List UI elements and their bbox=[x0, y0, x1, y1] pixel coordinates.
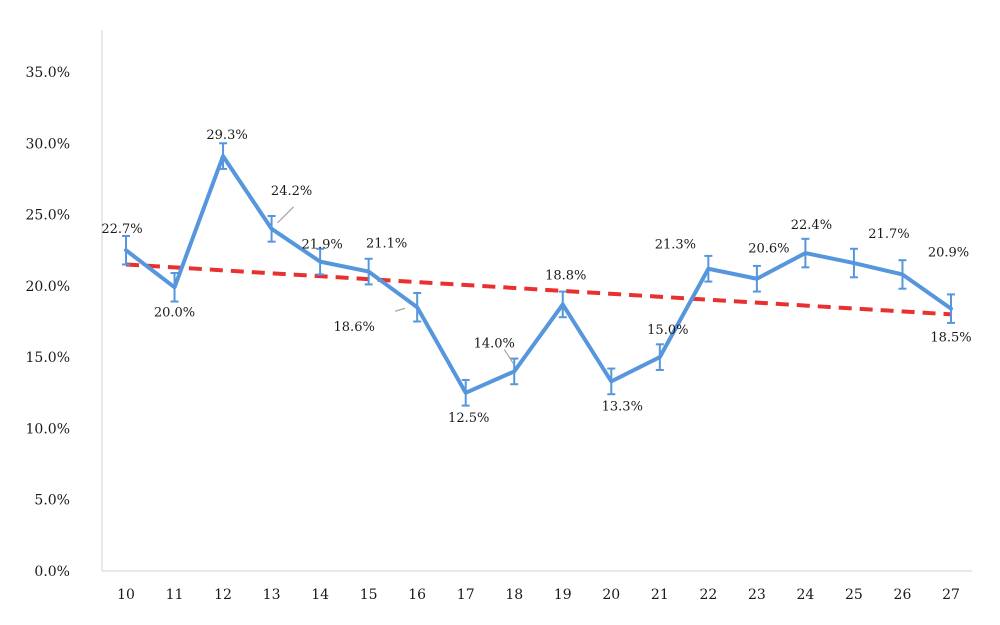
trendline-dashed bbox=[125, 262, 952, 317]
x-tick-label: 19 bbox=[554, 587, 572, 603]
x-axis: 10 11 12 13 14 15 16 17 18 19 20 21 22 23 24 25 26 27 bbox=[102, 570, 972, 603]
data-label-leader bbox=[503, 349, 514, 364]
x-tick-label: 21 bbox=[651, 587, 669, 603]
y-axis: 0.0% 5.0% 10.0% 15.0% 20.0% 25.0% 30.0% 35.0% bbox=[26, 30, 103, 580]
series-group bbox=[122, 142, 955, 407]
error-bar bbox=[704, 254, 713, 283]
data-label: 20.6% bbox=[748, 242, 789, 257]
data-label-leader bbox=[395, 307, 406, 312]
y-tick-label: 20.0% bbox=[26, 279, 70, 295]
x-tick-label: 23 bbox=[748, 587, 766, 603]
x-tick-label: 25 bbox=[845, 587, 863, 603]
error-bar bbox=[316, 247, 325, 276]
error-bar bbox=[752, 264, 761, 293]
error-bar bbox=[219, 142, 228, 170]
error-bar bbox=[461, 378, 470, 407]
data-label: 22.4% bbox=[791, 218, 832, 233]
y-tick-label: 35.0% bbox=[26, 65, 70, 81]
x-tick-label: 18 bbox=[505, 587, 523, 603]
x-tick-label: 13 bbox=[263, 587, 281, 603]
x-tick-label: 27 bbox=[942, 587, 960, 603]
y-tick-label: 10.0% bbox=[26, 421, 70, 437]
x-tick-label: 16 bbox=[408, 587, 426, 603]
data-label: 13.3% bbox=[602, 399, 643, 414]
x-tick-label: 20 bbox=[602, 587, 620, 603]
x-tick-label: 26 bbox=[894, 587, 912, 603]
error-bar bbox=[898, 259, 907, 290]
error-bar bbox=[413, 291, 422, 323]
data-labels: 22.7% 20.0% 29.3% 24.2% 21.9% 21.1% 18.6% 12.5%… bbox=[101, 128, 971, 426]
error-bar bbox=[801, 237, 810, 269]
data-label: 24.2% bbox=[271, 184, 312, 199]
data-label: 15.0% bbox=[647, 323, 688, 338]
data-label: 21.9% bbox=[301, 238, 342, 253]
error-bar bbox=[655, 343, 664, 371]
data-label: 18.5% bbox=[930, 331, 971, 346]
y-tick-label: 0.0% bbox=[34, 564, 70, 580]
error-bar bbox=[510, 357, 519, 386]
x-tick-label: 14 bbox=[311, 587, 329, 603]
x-tick-label: 11 bbox=[166, 587, 184, 603]
error-bar bbox=[607, 367, 616, 396]
x-tick-label: 24 bbox=[796, 587, 814, 603]
error-bar bbox=[849, 247, 858, 279]
data-label: 14.0% bbox=[474, 336, 515, 351]
data-label-leader bbox=[277, 206, 295, 224]
x-tick-label: 22 bbox=[699, 587, 717, 603]
data-label: 21.7% bbox=[868, 227, 909, 242]
error-bar bbox=[947, 293, 955, 324]
data-label: 20.9% bbox=[928, 245, 969, 260]
x-tick-label: 15 bbox=[360, 587, 378, 603]
x-tick-label: 12 bbox=[214, 587, 232, 603]
x-tick-label: 17 bbox=[457, 587, 475, 603]
data-label: 21.3% bbox=[655, 238, 696, 253]
error-bar bbox=[122, 234, 130, 266]
x-tick-label: 10 bbox=[117, 587, 135, 603]
error-bar bbox=[364, 257, 373, 286]
y-tick-label: 25.0% bbox=[26, 208, 70, 224]
trendline bbox=[125, 262, 952, 317]
data-label: 18.6% bbox=[334, 320, 375, 335]
series-line bbox=[124, 154, 953, 395]
error-bar bbox=[267, 214, 276, 243]
y-tick-label: 30.0% bbox=[26, 136, 70, 152]
data-label: 29.3% bbox=[206, 128, 247, 143]
data-label: 21.1% bbox=[366, 237, 407, 252]
error-bar bbox=[558, 290, 567, 319]
error-bar bbox=[170, 272, 179, 303]
y-tick-label: 5.0% bbox=[34, 493, 70, 509]
data-label: 22.7% bbox=[101, 222, 142, 237]
data-label: 12.5% bbox=[448, 411, 489, 426]
data-label: 18.8% bbox=[545, 268, 586, 283]
data-label: 20.0% bbox=[154, 305, 195, 320]
y-tick-label: 15.0% bbox=[26, 350, 70, 366]
